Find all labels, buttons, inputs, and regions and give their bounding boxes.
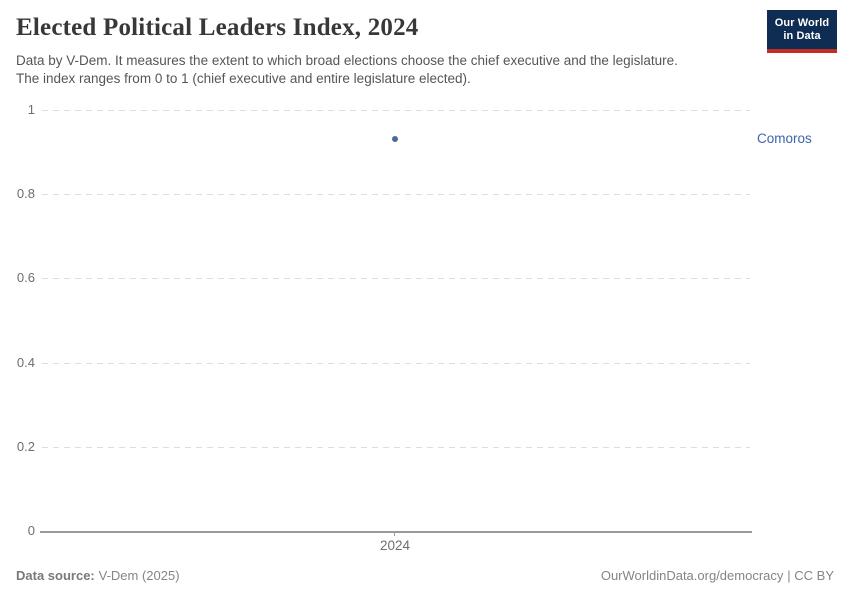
- gridline-row-0.8: 0.8: [0, 186, 752, 210]
- gridline: [42, 110, 750, 111]
- logo-text-line-1: Our World: [774, 16, 830, 29]
- gridline: [42, 278, 750, 279]
- x-axis-tick-mark: [394, 531, 395, 536]
- y-axis-tick-label: 0.2: [16, 439, 35, 454]
- x-axis-tick-label: 2024: [379, 538, 411, 553]
- owid-logo[interactable]: Our World in Data: [767, 10, 837, 53]
- chart-subtitle: Data by V-Dem. It measures the extent to…: [16, 52, 678, 88]
- y-axis-tick-label: 0.8: [16, 186, 35, 201]
- data-source: Data source: V-Dem (2025): [16, 568, 180, 583]
- chart-footer: Data source: V-Dem (2025) OurWorldinData.…: [0, 568, 850, 590]
- gridline-row-1: 1: [0, 102, 752, 126]
- y-axis-tick-label: 0.6: [16, 270, 35, 285]
- gridline-row-0.6: 0.6: [0, 270, 752, 294]
- y-axis-tick-label: 0: [27, 523, 35, 538]
- data-point-comoros[interactable]: [392, 136, 398, 142]
- license-text: | CC BY: [787, 568, 834, 583]
- gridline: [42, 447, 750, 448]
- gridline: [42, 363, 750, 364]
- entity-label-comoros[interactable]: Comoros: [757, 131, 812, 146]
- subtitle-line-2: The index ranges from 0 to 1 (chief exec…: [16, 71, 471, 86]
- owid-democracy-link[interactable]: OurWorldinData.org/democracy: [600, 568, 784, 583]
- gridline-row-0.4: 0.4: [0, 355, 752, 379]
- logo-text-line-2: in Data: [783, 29, 821, 42]
- baseline-row-0: 0: [0, 523, 752, 547]
- gridline-row-0.2: 0.2: [0, 439, 752, 463]
- data-source-label: Data source:: [16, 568, 95, 583]
- data-source-value: V-Dem (2025): [98, 568, 180, 583]
- attribution: OurWorldinData.org/democracy | CC BY: [601, 568, 834, 583]
- x-axis-line: [40, 531, 752, 533]
- gridline: [42, 194, 750, 195]
- y-axis-tick-label: 0.4: [16, 355, 35, 370]
- page-title: Elected Political Leaders Index, 2024: [16, 14, 419, 41]
- subtitle-line-1: Data by V-Dem. It measures the extent to…: [16, 53, 678, 68]
- y-axis-tick-label: 1: [27, 102, 35, 117]
